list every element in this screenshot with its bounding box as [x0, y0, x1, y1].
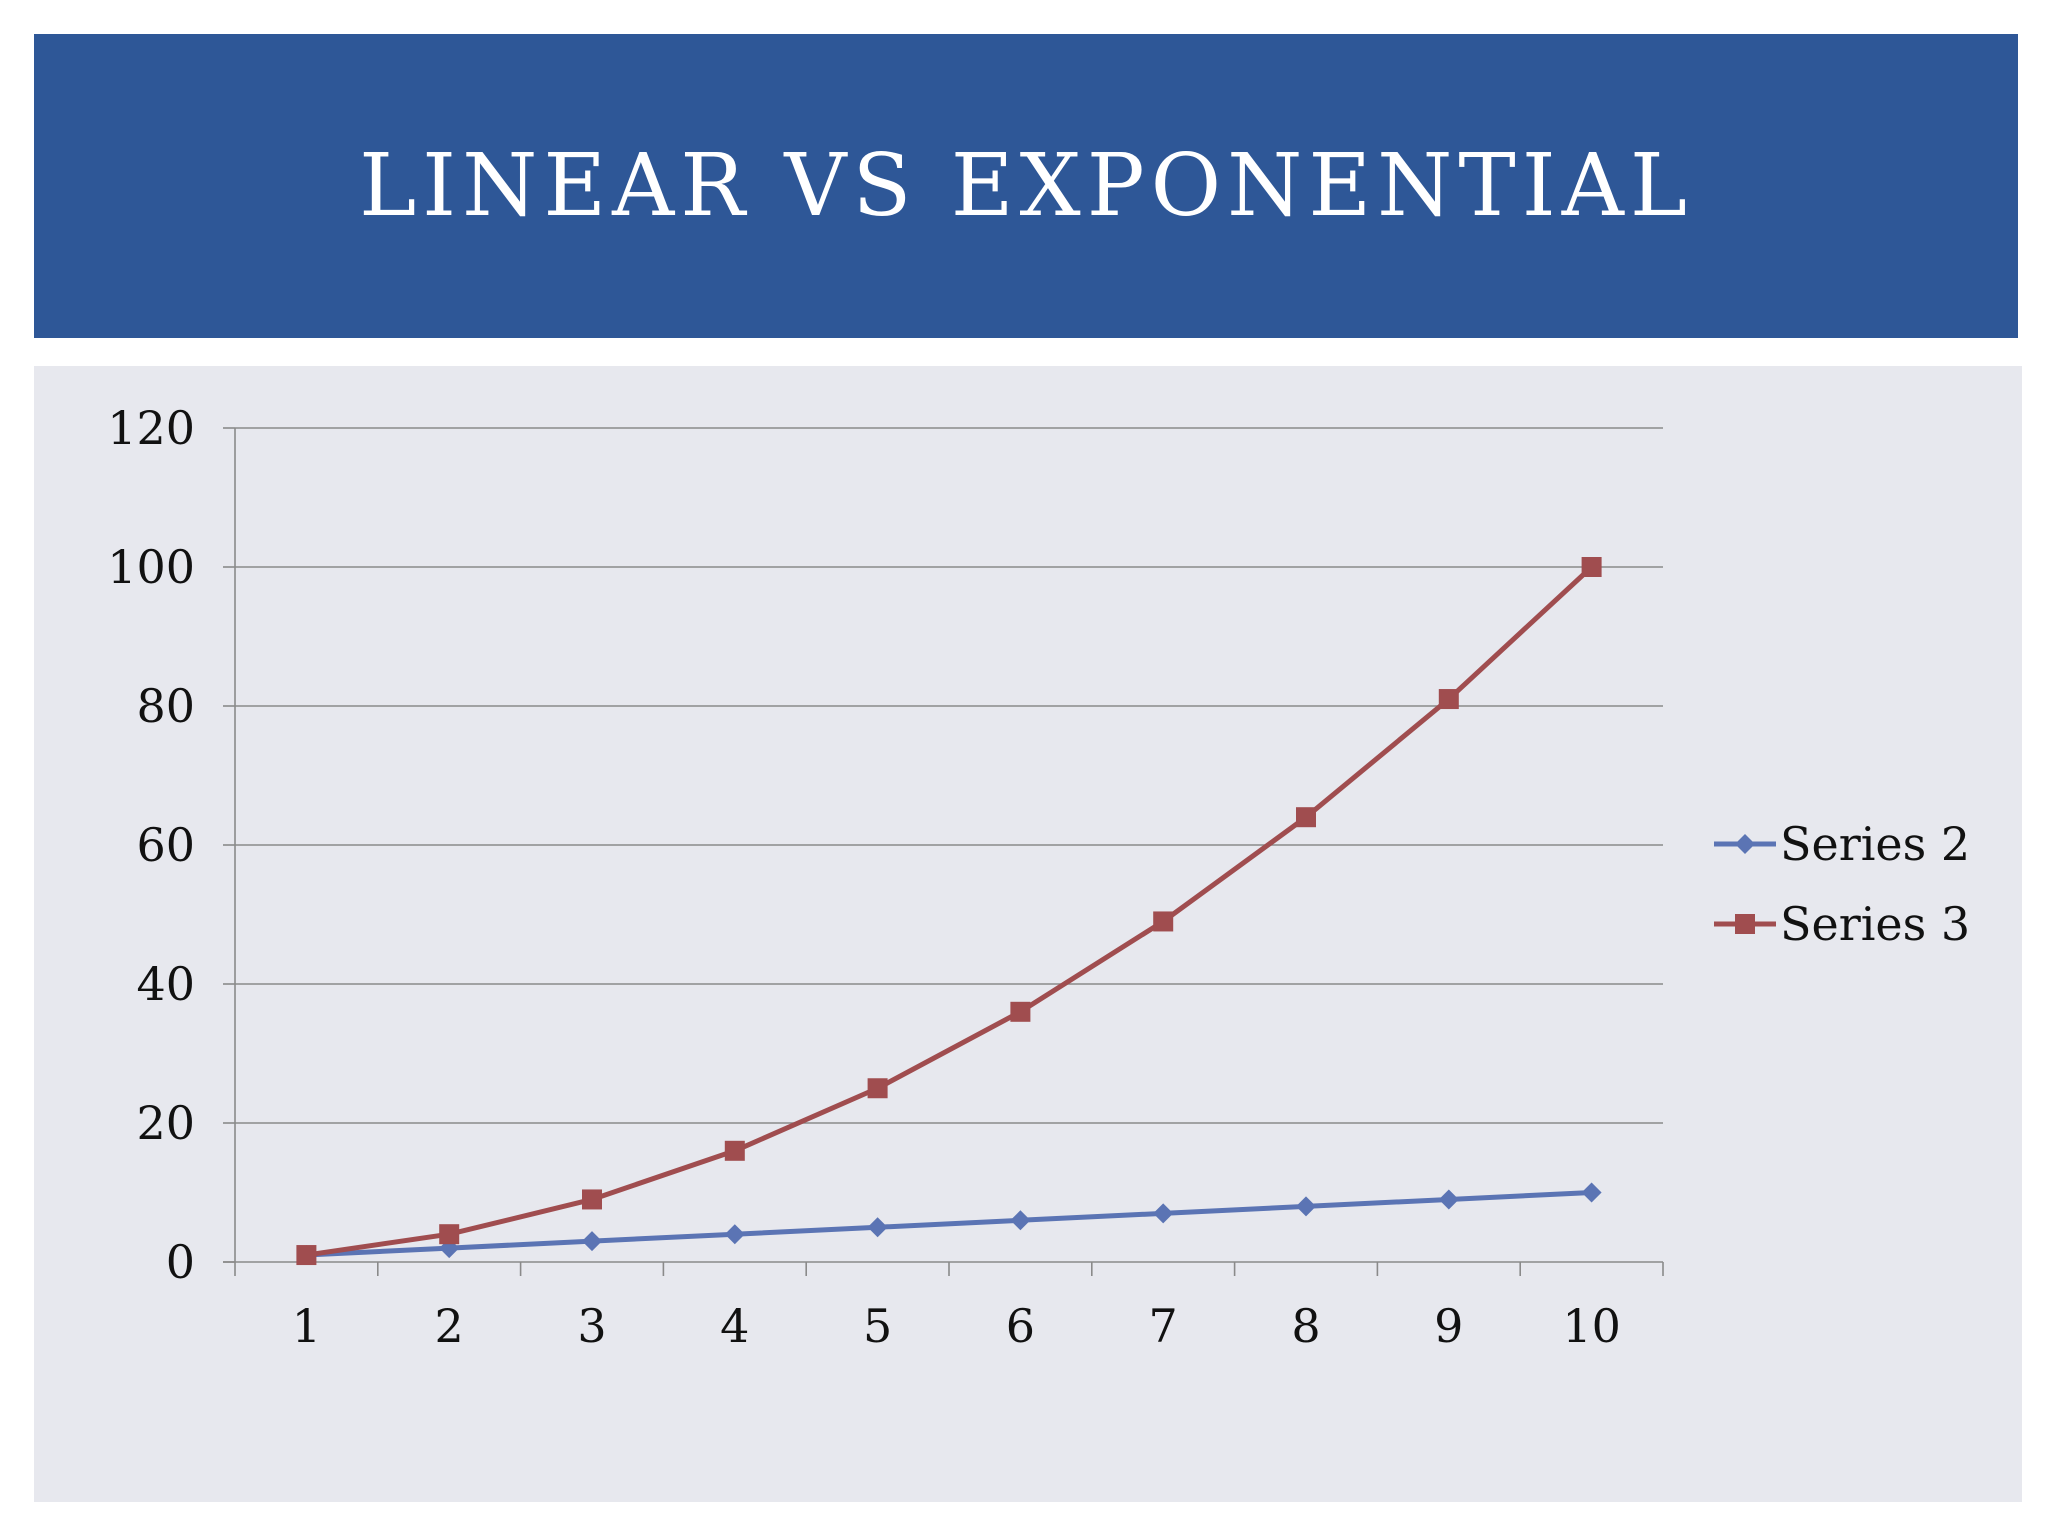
line-chart: 0 20 40 60 80 100 120 1 2 3 4 5 6 7 8 9 10 Series 2 Series…: [107, 401, 1970, 1353]
data-point: [1010, 1210, 1031, 1231]
data-point: [1581, 557, 1602, 577]
x-tick-label: 7: [1149, 1299, 1178, 1353]
data-point: [439, 1224, 460, 1245]
data-point: [1296, 807, 1316, 828]
series-line-2: [306, 565, 1594, 1258]
data-point: [582, 1189, 602, 1210]
x-tick-label: 10: [1562, 1299, 1621, 1353]
x-tick-label: 1: [292, 1299, 321, 1353]
series-line-1: [306, 1190, 1592, 1258]
y-tick-label: 0: [166, 1235, 195, 1289]
y-tick-label: 80: [136, 679, 195, 733]
data-point: [867, 1217, 888, 1238]
slide-title: LINEAR VS EXPONENTIAL: [359, 136, 1693, 236]
y-tick-label: 40: [136, 957, 195, 1011]
data-point: [1010, 1001, 1031, 1022]
title-bar: LINEAR VS EXPONENTIAL: [34, 34, 2018, 338]
data-point: [1438, 1189, 1459, 1210]
legend-marker: [1735, 914, 1755, 934]
x-tick-label: 6: [1006, 1299, 1035, 1353]
data-point: [724, 1224, 745, 1245]
data-point: [867, 1078, 888, 1099]
data-point: [296, 1245, 317, 1266]
legend-label: Series 2: [1780, 817, 1970, 871]
y-tick-label: 60: [136, 818, 195, 872]
data-point: [1153, 1203, 1174, 1224]
data-point: [1153, 911, 1174, 932]
x-tick-label: 2: [435, 1299, 464, 1353]
x-tick-label: 3: [577, 1299, 606, 1353]
data-point: [1296, 1196, 1316, 1217]
y-tick-label: 100: [107, 540, 195, 594]
data-point: [1581, 1182, 1602, 1203]
x-tick-label: 8: [1291, 1299, 1320, 1353]
data-point: [1438, 689, 1459, 710]
data-point: [724, 1140, 745, 1161]
x-tick-label: 5: [863, 1299, 892, 1353]
data-point: [582, 1231, 602, 1252]
y-tick-label: 20: [136, 1096, 195, 1150]
chart-panel: 0 20 40 60 80 100 120 1 2 3 4 5 6 7 8 9 10 Series 2 Series…: [34, 366, 2022, 1502]
x-tick-label: 4: [720, 1299, 749, 1353]
legend-label: Series 3: [1780, 897, 1970, 951]
y-tick-label: 120: [107, 401, 195, 455]
x-tick-label: 9: [1434, 1299, 1463, 1353]
legend-marker: [1735, 834, 1755, 854]
